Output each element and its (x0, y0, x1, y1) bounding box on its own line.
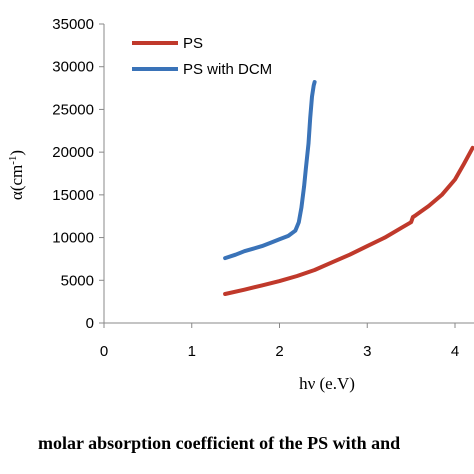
legend: PS PS with DCM (132, 35, 272, 78)
x-tick-label: 2 (275, 343, 283, 360)
legend-label-ps: PS (183, 35, 203, 52)
y-tick-label: 20000 (52, 144, 94, 161)
y-axis-title-sup: -1 (7, 156, 19, 165)
y-axis-title-close: ) (7, 150, 26, 156)
y-tick-labels: 0 5000 10000 15000 20000 25000 30000 35000 (52, 16, 104, 332)
figure-caption: molar absorption coefficient of the PS w… (38, 433, 400, 453)
y-tick-label: 0 (86, 315, 94, 332)
y-tick-label: 35000 (52, 16, 94, 33)
x-tick-label: 1 (188, 343, 196, 360)
y-axis-title-main: α(cm (7, 165, 26, 200)
y-axis-title: α(cm-1) (7, 150, 26, 200)
y-tick-label: 25000 (52, 101, 94, 118)
x-tick-label: 4 (451, 343, 459, 360)
legend-label-ps-with-dcm: PS with DCM (183, 61, 272, 78)
series-line-ps (223, 145, 474, 296)
x-axis-title: hν (e.V) (299, 374, 355, 393)
y-tick-label: 5000 (61, 272, 94, 289)
series-layer (223, 80, 474, 296)
x-tick-label: 0 (100, 343, 108, 360)
series-line-ps-with-dcm (223, 80, 317, 261)
y-tick-label: 30000 (52, 59, 94, 76)
x-tick-labels: 0 1 2 3 4 (100, 323, 459, 360)
y-tick-label: 15000 (52, 187, 94, 204)
x-tick-label: 3 (363, 343, 371, 360)
y-tick-label: 10000 (52, 230, 94, 247)
